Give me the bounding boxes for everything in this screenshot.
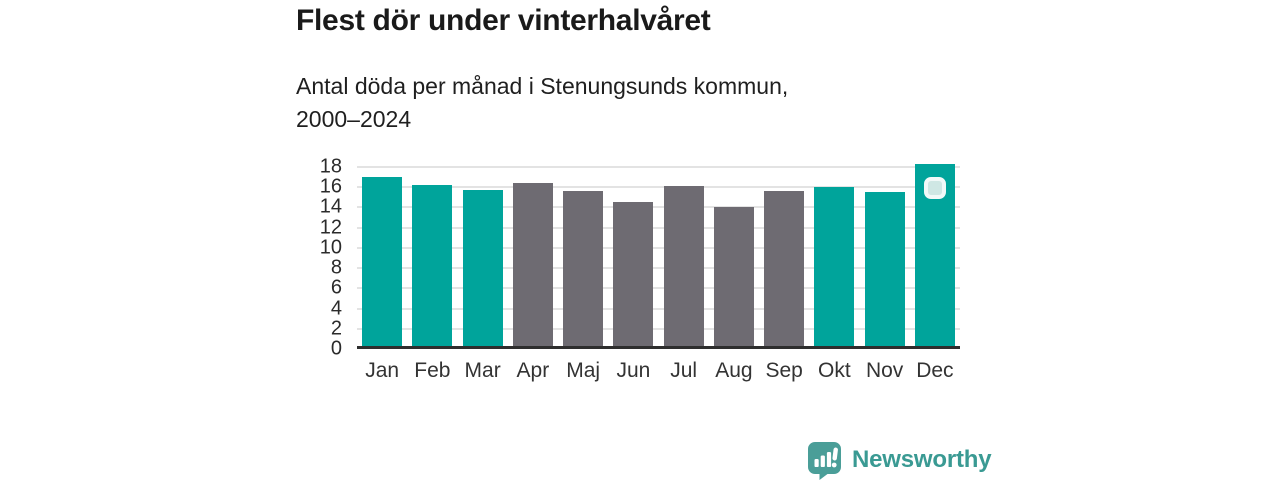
- gridline-y-12: [357, 226, 960, 229]
- bar-jan: [362, 177, 403, 346]
- chart-title: Flest dör under vinterhalvåret: [296, 4, 711, 37]
- bar-okt: [814, 187, 855, 346]
- y-tick-label-16: 16: [319, 175, 342, 198]
- bar-aug: [713, 207, 754, 346]
- gridline-y-14: [357, 206, 960, 209]
- y-tick-label-6: 6: [330, 276, 342, 299]
- bar-jun: [613, 202, 654, 346]
- x-tick-label-jan: Jan: [365, 359, 400, 382]
- x-tick-label-dec: Dec: [916, 359, 954, 382]
- newsworthy-wordmark: Newsworthy: [852, 446, 992, 473]
- chart-subtitle-line2: 2000–2024: [296, 106, 412, 132]
- x-tick-label-mar: Mar: [464, 359, 501, 382]
- gridline-y-8: [357, 267, 960, 270]
- gridline-y-4: [357, 307, 960, 310]
- gridline-y-2: [357, 327, 960, 330]
- chart-subtitle: Antal döda per månad i Stenungsunds komm…: [296, 70, 788, 136]
- y-tick-label-10: 10: [319, 236, 342, 259]
- x-tick-label-nov: Nov: [865, 359, 904, 382]
- bar-apr: [512, 183, 553, 346]
- y-tick-label-12: 12: [319, 216, 342, 239]
- y-tick-label-8: 8: [330, 256, 342, 279]
- newsworthy-logo[interactable]: Newsworthy: [806, 440, 992, 480]
- y-axis-labels: 0 2 4 6 8 10 12 14 16 18: [280, 156, 348, 360]
- gridline-y-18: [357, 166, 960, 168]
- bar-maj: [563, 191, 604, 346]
- bar-dec: [914, 164, 955, 346]
- x-tick-label-apr: Apr: [516, 359, 550, 382]
- highlight-marker-dec: [923, 177, 946, 199]
- bar-chart-plot-area: [357, 164, 960, 349]
- y-tick-label-14: 14: [319, 195, 342, 218]
- y-tick-label-4: 4: [330, 297, 342, 320]
- gridline-y-6: [357, 287, 960, 290]
- x-tick-label-jul: Jul: [670, 359, 698, 382]
- newsworthy-bar-chart-bubble-icon: [806, 440, 843, 480]
- x-tick-label-okt: Okt: [818, 359, 851, 382]
- y-tick-label-18: 18: [319, 155, 342, 178]
- x-tick-label-jun: Jun: [616, 359, 651, 382]
- bar-jul: [663, 186, 704, 346]
- gridline-y-16: [357, 186, 960, 189]
- y-tick-label-0: 0: [330, 337, 342, 360]
- bar-sep: [764, 191, 805, 346]
- x-tick-label-sep: Sep: [765, 359, 803, 382]
- y-tick-label-2: 2: [330, 317, 342, 340]
- bar-nov: [864, 192, 905, 346]
- bar-feb: [412, 185, 453, 346]
- gridline-y-10: [357, 246, 960, 249]
- bar-mar: [462, 190, 503, 346]
- x-tick-label-maj: Maj: [566, 359, 601, 382]
- x-tick-label-aug: Aug: [715, 359, 753, 382]
- chart-subtitle-line1: Antal döda per månad i Stenungsunds komm…: [296, 73, 789, 99]
- x-tick-label-feb: Feb: [414, 359, 451, 382]
- x-axis-labels: Jan Feb Mar Apr Maj Jun Jul Aug Sep Okt Nov Dec: [357, 359, 960, 387]
